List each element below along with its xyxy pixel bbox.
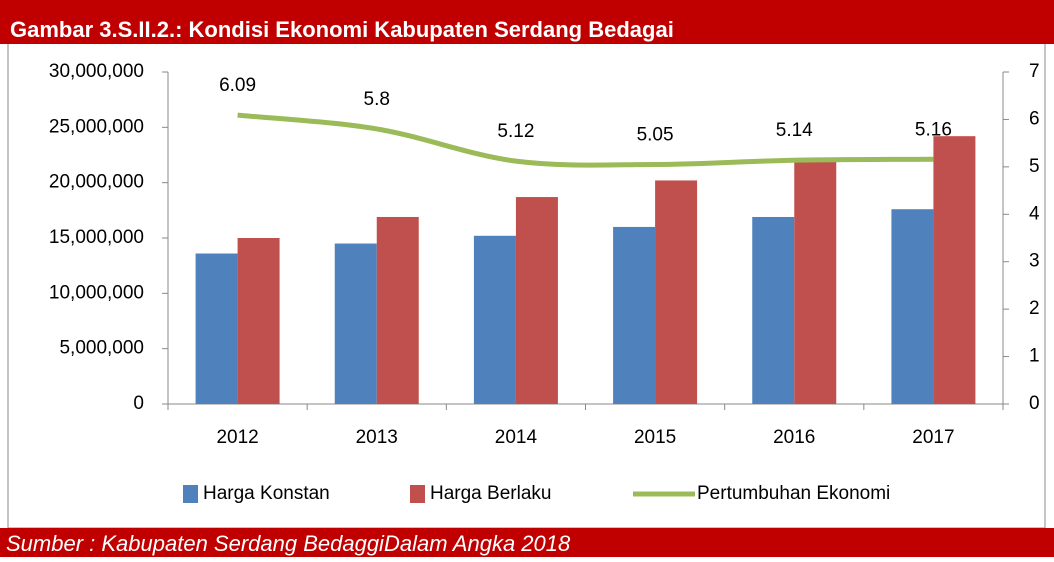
x-tick-label: 2013: [356, 427, 398, 448]
bar: [473, 235, 516, 404]
data-label: 5.8: [364, 89, 390, 110]
title-banner: [0, 0, 1054, 44]
y-tick-label: 5,000,000: [59, 338, 144, 359]
y-tick-label: 25,000,000: [49, 116, 144, 137]
y-tick-label: 20,000,000: [49, 172, 144, 193]
y2-tick-label: 5: [1029, 156, 1040, 177]
bar: [515, 197, 558, 404]
bar: [794, 159, 837, 404]
bar: [752, 216, 795, 404]
y2-tick-label: 7: [1029, 61, 1040, 82]
data-label: 5.16: [915, 119, 952, 140]
bar: [237, 238, 280, 404]
data-label: 6.09: [219, 75, 256, 96]
chart-title: Gambar 3.S.II.2.: Kondisi Ekonomi Kabupa…: [10, 17, 674, 42]
y2-tick-label: 0: [1029, 393, 1040, 414]
y2-tick-label: 1: [1029, 346, 1040, 367]
y-tick-label: 0: [133, 393, 144, 414]
source: Sumber : Kabupaten Serdang BedaggiDalam …: [6, 531, 571, 556]
legend-label: Pertumbuhan Ekonomi: [697, 483, 890, 504]
y-tick-label: 15,000,000: [49, 227, 144, 248]
x-tick-label: 2014: [495, 427, 538, 448]
bar: [655, 180, 698, 404]
bar: [613, 226, 656, 404]
bar: [195, 253, 238, 404]
bar: [334, 243, 377, 404]
y2-tick-label: 4: [1029, 203, 1040, 224]
y-tick-label: 30,000,000: [49, 61, 144, 82]
data-label: 5.05: [637, 125, 674, 146]
x-tick-label: 2017: [912, 427, 954, 448]
x-tick-label: 2016: [773, 427, 815, 448]
bar: [933, 136, 976, 405]
line: [237, 112, 934, 168]
legend-swatch: [410, 485, 425, 503]
y-tick-label: 10,000,000: [49, 282, 144, 303]
legend-swatch: [183, 485, 198, 503]
x-tick-label: 2012: [216, 427, 258, 448]
bar: [891, 209, 934, 404]
data-label: 5.12: [497, 121, 534, 142]
y2-tick-label: 3: [1029, 251, 1040, 272]
y2-tick-label: 2: [1029, 298, 1040, 319]
legend-label: Harga Berlaku: [430, 483, 551, 504]
data-label: 5.14: [776, 120, 813, 141]
legend-label: Harga Konstan: [203, 483, 330, 504]
bar: [376, 216, 419, 404]
source-banner: [0, 528, 1054, 557]
y2-tick-label: 6: [1029, 108, 1040, 129]
x-tick-label: 2015: [634, 427, 676, 448]
